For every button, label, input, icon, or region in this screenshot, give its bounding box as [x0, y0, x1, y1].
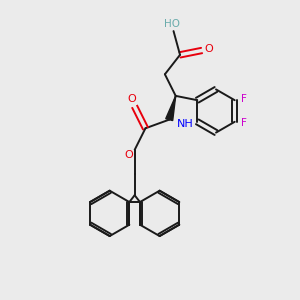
Text: NH: NH [177, 119, 194, 129]
Text: HO: HO [164, 19, 180, 28]
Text: O: O [205, 44, 214, 54]
Text: O: O [127, 94, 136, 104]
Text: F: F [242, 118, 247, 128]
Text: O: O [124, 150, 133, 160]
Text: F: F [242, 94, 247, 104]
Polygon shape [166, 96, 176, 121]
